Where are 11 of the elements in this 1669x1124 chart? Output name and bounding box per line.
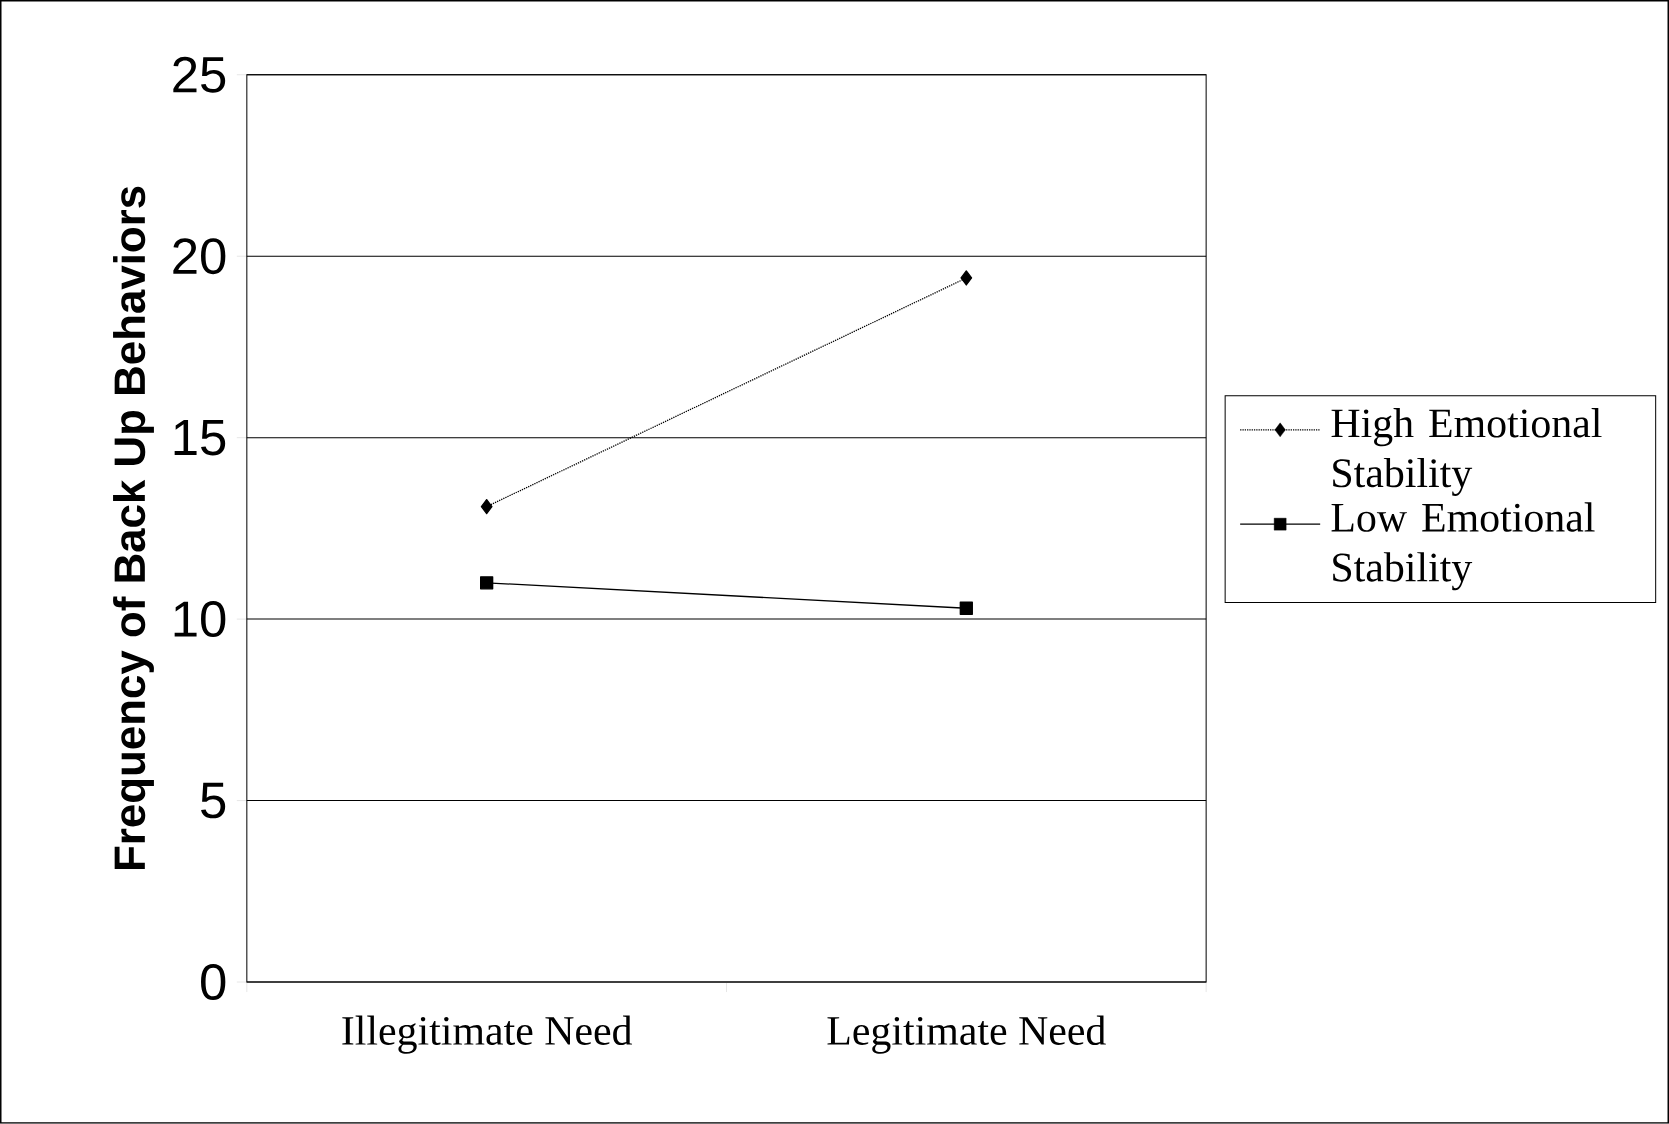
legend-label: Low Emotional Stability (1331, 502, 1595, 591)
y-tick-label: 10 (174, 601, 226, 638)
y-axis-title: Frequency of Back Up Behaviors (113, 186, 154, 870)
legend-label: High Emotional Stability (1331, 408, 1602, 497)
x-tick-label: Legitimate Need (827, 1015, 1106, 1054)
y-tick-label: 5 (201, 782, 226, 819)
x-tick-label: Illegitimate Need (342, 1015, 633, 1054)
y-tick-label: 15 (174, 420, 226, 456)
y-tick-label: 0 (201, 964, 226, 1001)
y-tick-label: 20 (173, 238, 226, 275)
y-tick-label: 25 (173, 56, 226, 93)
